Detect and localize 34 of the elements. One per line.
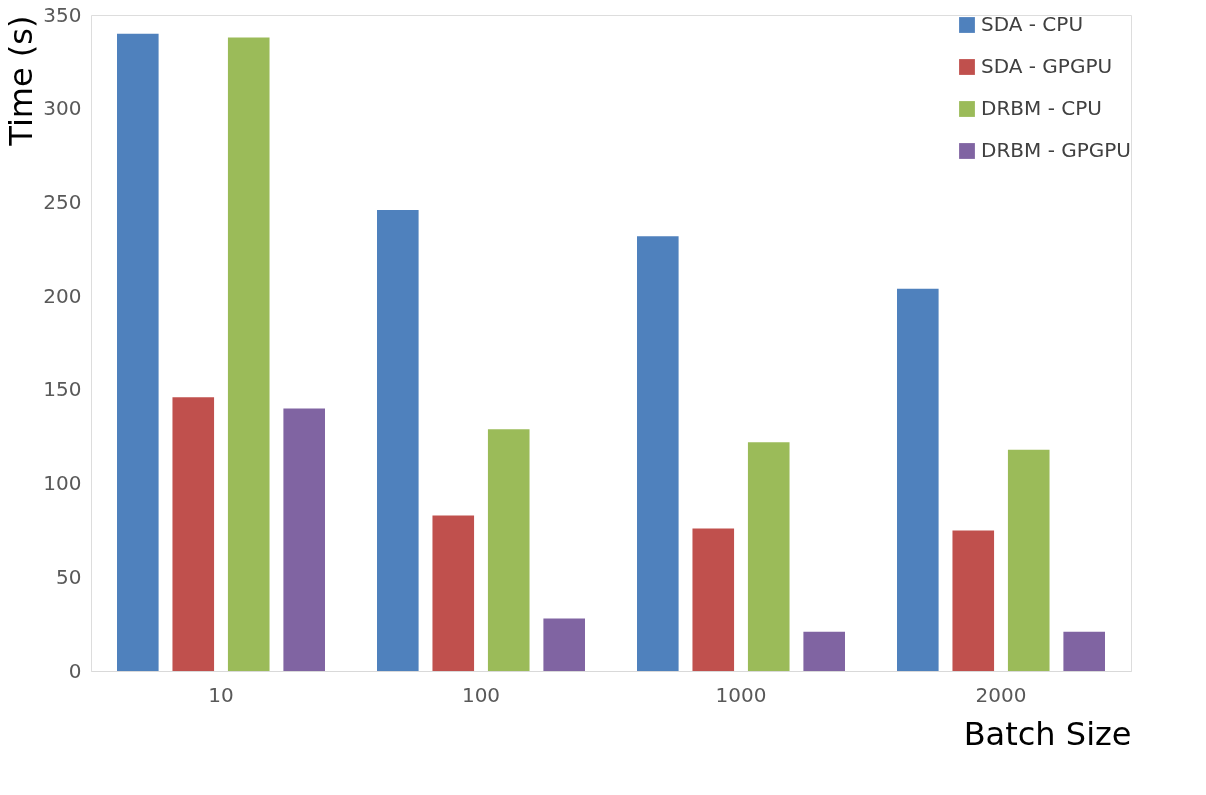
x-tick-label: 2000: [975, 682, 1027, 707]
legend-label: SDA - CPU: [981, 12, 1084, 36]
bar: [952, 530, 995, 671]
x-axis-title: Batch Size: [963, 714, 1132, 753]
y-axis-title: Time (s): [2, 15, 41, 147]
y-tick-label: 50: [56, 564, 82, 589]
y-tick-label: 0: [68, 658, 82, 683]
bar: [432, 515, 475, 671]
bar: [637, 236, 679, 671]
bar: [172, 397, 215, 671]
bar: [487, 429, 530, 671]
bar: [692, 528, 735, 671]
bar: [897, 288, 939, 671]
bar: [377, 209, 419, 671]
bar: [283, 408, 325, 671]
y-tick-label: 200: [43, 283, 82, 308]
legend-label: SDA - GPGPU: [981, 54, 1113, 78]
bar: [543, 618, 585, 671]
y-tick-label: 300: [43, 96, 82, 121]
bar: [117, 33, 159, 671]
bar: [747, 442, 790, 671]
bar: [803, 631, 845, 671]
x-tick-label: 10: [208, 682, 234, 707]
bar: [227, 37, 270, 671]
y-tick-label: 150: [43, 377, 82, 402]
legend-label: DRBM - CPU: [981, 96, 1102, 120]
y-tick-label: 350: [43, 2, 82, 27]
bar: [1007, 449, 1050, 671]
x-tick-label: 1000: [715, 682, 767, 707]
legend-label: DRBM - GPGPU: [981, 138, 1131, 162]
y-tick-label: 100: [43, 471, 82, 496]
bar: [1063, 631, 1105, 671]
y-tick-label: 250: [43, 189, 82, 214]
x-tick-label: 100: [461, 682, 501, 707]
